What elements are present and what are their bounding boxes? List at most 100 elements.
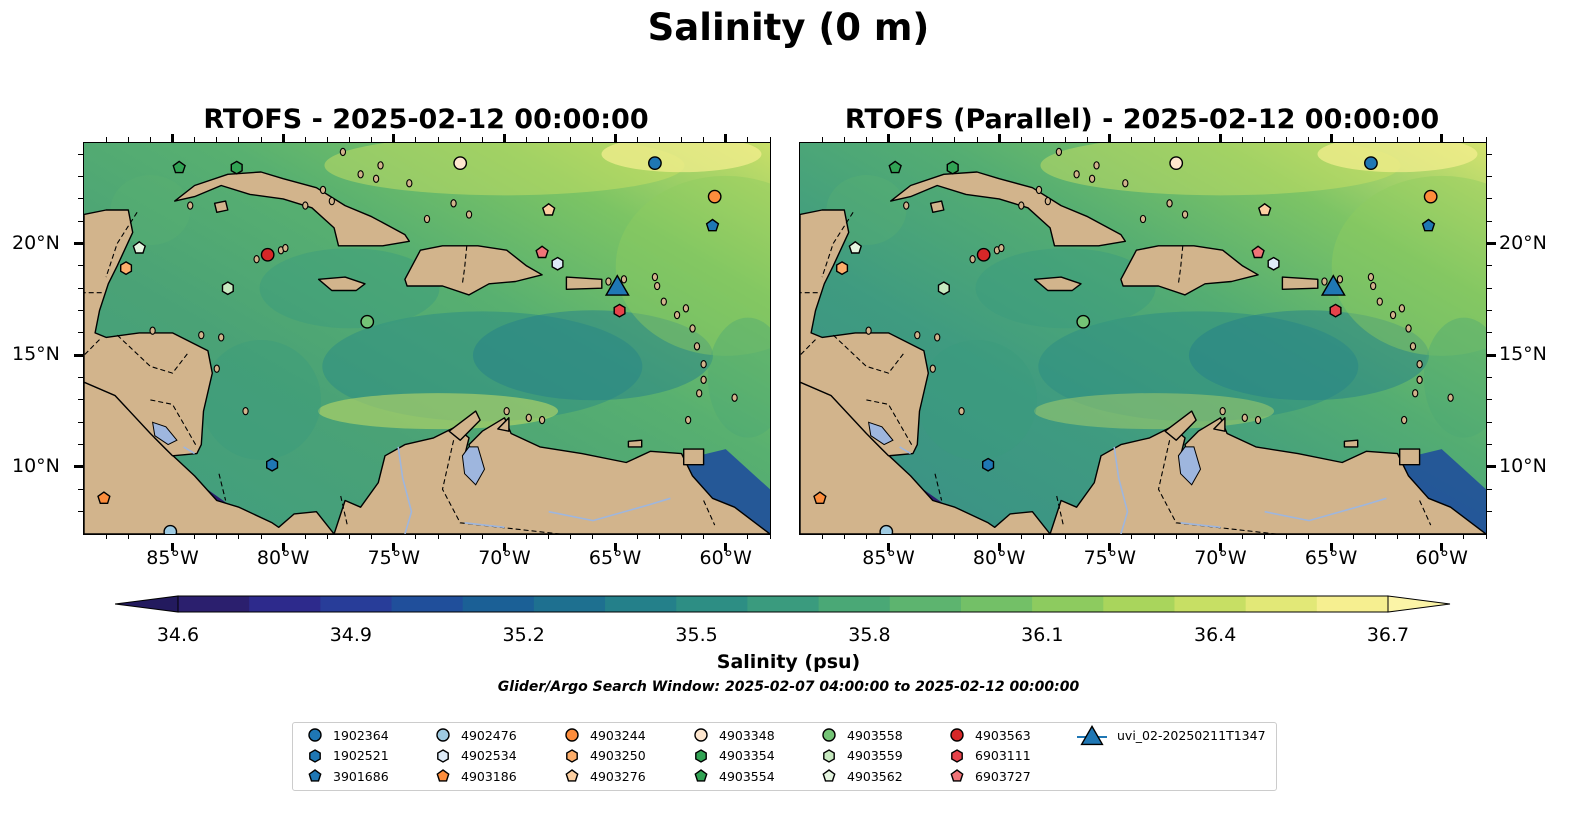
platform-marker-6903727[interactable] [535,245,549,259]
legend-marker[interactable] [951,748,963,763]
platform-marker-4903244[interactable] [1423,189,1438,204]
platform-marker-1902521[interactable] [265,457,279,472]
land-puerto-rico [1281,276,1319,291]
platform-marker-4902476[interactable] [163,524,178,534]
platform-marker-4903562[interactable] [132,240,147,254]
platform-marker-4903558[interactable] [360,314,375,329]
small-island [319,185,327,195]
legend-marker[interactable] [694,728,708,742]
y-tick-label-right: 15°N [1499,343,1547,366]
legend-marker[interactable] [308,728,322,742]
legend-marker[interactable] [950,728,964,742]
platform-marker-4903250[interactable] [120,261,133,276]
platform-marker-6903111[interactable] [1329,303,1342,318]
x-minor-tick [481,534,483,539]
x-tick-mark-top [724,134,728,142]
x-tick-mark-top [997,134,1001,142]
legend-label: 4903250 [590,748,646,763]
platform-marker-uvi_02-20250211T1347[interactable] [604,274,630,296]
platform-marker-4903348[interactable] [1169,156,1184,171]
x-minor-tick [976,137,978,142]
platform-marker-4903186[interactable] [97,491,111,504]
colorbar [115,595,1451,613]
country-border [116,334,189,374]
platform-marker-4902534[interactable] [1267,256,1280,271]
x-minor-tick [1419,534,1421,539]
x-minor-tick [149,534,151,539]
legend-marker[interactable] [695,748,707,763]
platform-marker-4903348[interactable] [453,156,468,171]
small-island [149,326,156,335]
salinity-eddy [1034,393,1275,430]
legend-marker[interactable] [822,769,836,782]
colorbar-segment [320,596,393,612]
legend-marker[interactable] [694,769,708,782]
legend-label: 4902534 [461,748,517,763]
legend-swatch-pentagon [436,769,450,782]
x-minor-tick [326,137,328,142]
platform-marker-4903250[interactable] [836,261,849,276]
salinity-eddy [1423,317,1486,438]
legend-marker[interactable] [822,728,836,742]
platform-marker-4903563[interactable] [260,247,275,262]
legend-marker[interactable] [309,748,321,763]
platform-marker-4903354[interactable] [946,160,959,175]
platform-marker-4903276[interactable] [1257,202,1272,216]
legend-marker[interactable] [437,748,449,763]
platform-marker-4903554[interactable] [172,160,186,174]
legend-marker[interactable] [565,728,579,742]
platform-marker-6903111[interactable] [613,303,626,318]
small-island [958,406,965,416]
platform-marker-4902476[interactable] [879,524,894,534]
x-tick-label: 65°W [588,547,642,569]
platform-marker-uvi_02-20250211T1347[interactable] [1320,274,1346,296]
x-tick-mark [502,543,506,551]
platform-marker-4903554[interactable] [888,160,902,174]
small-island [684,415,692,425]
legend-item: 4903348 [693,726,775,744]
legend-marker[interactable] [308,769,322,782]
y-tick-mark [74,242,83,246]
land-cuba [889,171,1126,247]
platform-marker-4903559[interactable] [221,281,234,296]
platform-marker-6903727[interactable] [1251,245,1265,259]
legend-label: 4903186 [461,768,517,784]
y-tick-mark [1487,353,1496,357]
legend-marker[interactable] [1080,725,1104,746]
platform-marker-4903559[interactable] [937,281,950,296]
small-island [406,179,413,188]
platform-marker-4903563[interactable] [976,247,991,262]
small-island [423,214,431,224]
y-tick-label-left: 15°N [12,343,60,366]
small-island [914,330,921,340]
legend-marker[interactable] [436,728,450,742]
legend-item: uvi_02-20250211T1347 [1077,725,1266,746]
platform-marker-1902521[interactable] [981,457,995,472]
legend-marker[interactable] [436,769,450,782]
small-island [651,272,659,282]
platform-marker-3901686[interactable] [1421,218,1436,232]
platform-marker-4903244[interactable] [707,189,722,204]
platform-marker-3901686[interactable] [705,218,720,232]
platform-marker-4903186[interactable] [813,491,827,504]
legend-marker[interactable] [823,748,835,763]
platform-marker-4903562[interactable] [848,240,863,254]
x-tick-mark-top [613,134,617,142]
platform-marker-1902364[interactable] [648,156,662,171]
x-minor-tick [238,137,240,142]
platform-marker-4903276[interactable] [541,202,556,216]
legend-marker[interactable] [950,769,964,782]
legend-marker[interactable] [566,748,578,763]
x-minor-tick [149,137,151,142]
platform-marker-4903354[interactable] [230,160,243,175]
y-minor-tick [1487,220,1492,222]
small-island [1254,415,1262,425]
x-minor-tick [843,137,845,142]
x-minor-tick [592,137,594,142]
platform-marker-4902534[interactable] [551,256,564,271]
y-minor-tick [78,287,83,289]
legend-marker[interactable] [565,769,579,782]
platform-marker-4903558[interactable] [1076,314,1091,329]
legend-swatch-circle [565,728,579,742]
platform-marker-1902364[interactable] [1364,156,1378,171]
